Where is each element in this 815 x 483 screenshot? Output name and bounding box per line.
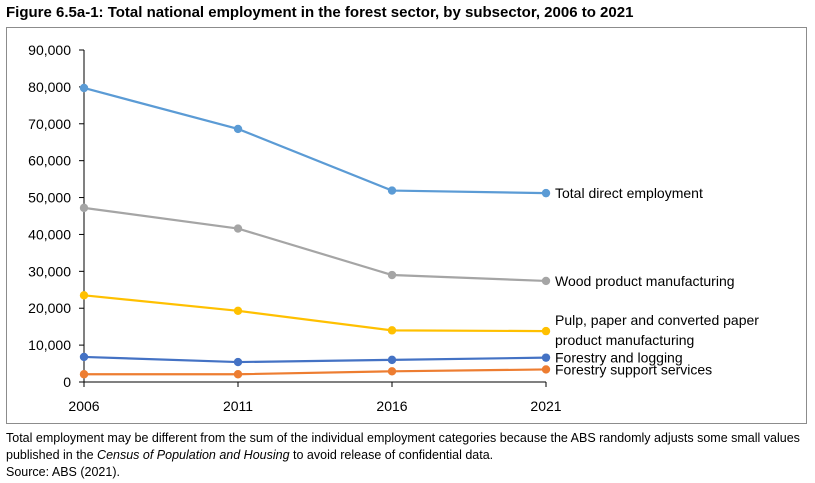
data-point [541,365,551,374]
data-point [79,352,89,362]
data-point [541,353,551,362]
data-point [233,224,243,233]
series-line [83,294,547,333]
data-point [233,370,243,379]
chart-frame [6,27,807,424]
y-tick-label: 70,000 [28,116,71,132]
data-point [541,188,551,198]
data-point [541,326,551,336]
line-chart: 0 10,000 20,000 30,000 40,000 50,000 60,000 70,… [28,42,759,414]
series-wood-product-manufacturing: Wood product manufacturing [79,203,735,289]
y-tick-label: 30,000 [28,263,71,279]
y-tick-label: 60,000 [28,153,71,169]
series-label: Forestry support services [555,361,712,377]
footnote: Total employment may be different from t… [6,431,800,462]
y-tick-label: 80,000 [28,79,71,95]
y-tick-label: 50,000 [28,190,71,206]
series-line [83,86,547,195]
data-point [387,186,397,195]
y-tick-label: 90,000 [28,42,71,58]
figure-notes: Total employment may be different from t… [6,430,811,481]
y-axis-ticks: 0 10,000 20,000 30,000 40,000 50,000 60,000 70,… [28,42,84,390]
data-point [233,124,243,134]
data-point [387,367,397,376]
series-label: Wood product manufacturing [555,273,735,289]
data-point [387,270,397,280]
series-line [83,206,547,283]
series-label: Pulp, paper and converted paper [555,312,759,328]
y-tick-label: 20,000 [28,300,71,316]
data-point [79,83,89,93]
data-point [541,276,551,286]
series-forestry-support-services: Forestry support services [79,361,712,379]
y-tick-label: 40,000 [28,226,71,242]
y-tick-label: 10,000 [28,337,71,353]
x-tick-label: 2006 [68,398,99,414]
source-note: Source: ABS (2021). [6,465,120,479]
series-forestry-and-logging: Forestry and logging [79,350,683,367]
series-group: Total direct employment Wood product manu… [79,83,759,379]
data-point [233,306,243,316]
data-point [387,355,397,365]
x-tick-label: 2021 [530,398,561,414]
x-tick-label: 2016 [376,398,407,414]
series-line [83,355,547,364]
x-tick-label: 2011 [223,398,253,414]
series-total-direct-employment: Total direct employment [79,83,703,201]
data-point [79,291,89,300]
data-point [233,357,243,367]
series-pulp-paper-and-converted-paper-product-manufacturing: Pulp, paper and converted paper product m… [79,291,759,348]
series-label: Total direct employment [555,185,703,201]
data-point [387,326,397,335]
series-label: product manufacturing [555,332,694,348]
series-label: Forestry and logging [555,350,683,366]
figure-title: Figure 6.5a-1: Total national employment… [6,4,634,21]
x-axis-ticks: 2006 2011 2016 2021 [68,382,562,414]
series-line [84,368,547,376]
data-point [79,370,89,379]
footnote-publication: Census of Population and Housing [97,448,290,462]
y-tick-label: 0 [63,374,71,390]
data-point [79,203,89,213]
